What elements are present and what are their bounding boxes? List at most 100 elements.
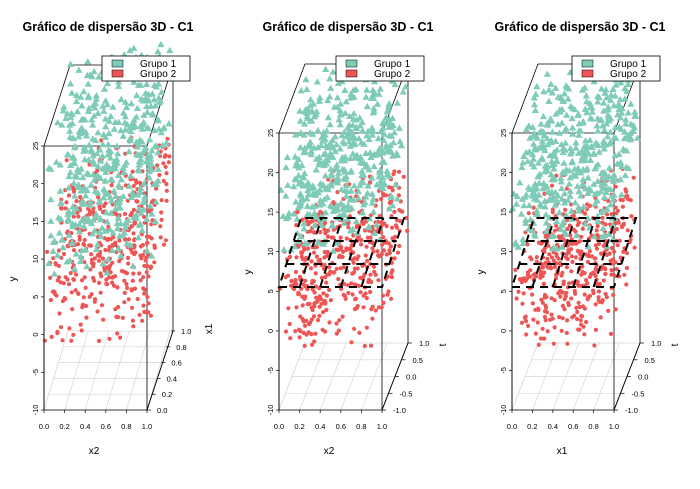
point-grupo-1 <box>104 140 112 148</box>
point-grupo-2 <box>367 180 373 185</box>
point-grupo-1 <box>591 165 599 172</box>
legend-swatch-grupo-1 <box>581 59 594 68</box>
point-grupo-2 <box>609 272 614 277</box>
point-grupo-2 <box>591 288 596 293</box>
point-grupo-1 <box>599 137 608 145</box>
point-grupo-2 <box>617 238 622 243</box>
point-grupo-1 <box>319 240 328 247</box>
point-grupo-1 <box>597 116 605 123</box>
point-grupo-2 <box>79 328 84 333</box>
point-grupo-1 <box>364 182 372 189</box>
point-grupo-2 <box>283 275 288 280</box>
point-grupo-2 <box>115 285 120 290</box>
point-grupo-1 <box>150 81 159 88</box>
point-grupo-1 <box>338 131 346 139</box>
point-grupo-2 <box>564 251 569 257</box>
panel-2-y-tick: -10 <box>266 405 275 416</box>
point-grupo-1 <box>68 220 77 227</box>
point-grupo-1 <box>535 179 543 186</box>
point-grupo-1 <box>397 141 406 149</box>
point-grupo-1 <box>82 128 90 135</box>
point-grupo-1 <box>624 109 632 116</box>
point-grupo-1 <box>622 116 630 123</box>
point-grupo-1 <box>133 91 141 99</box>
point-grupo-1 <box>577 169 585 176</box>
point-grupo-1 <box>537 127 545 134</box>
point-grupo-1 <box>580 203 588 210</box>
point-grupo-2 <box>569 296 574 301</box>
point-grupo-1 <box>88 116 96 123</box>
point-grupo-2 <box>554 223 559 228</box>
point-grupo-2 <box>576 283 581 288</box>
point-grupo-2 <box>552 228 557 233</box>
point-grupo-2 <box>353 282 358 287</box>
point-grupo-2 <box>100 256 106 261</box>
point-grupo-2 <box>560 290 566 295</box>
point-grupo-1 <box>603 94 611 101</box>
point-grupo-2 <box>546 265 551 270</box>
point-grupo-2 <box>624 265 630 271</box>
point-grupo-1 <box>322 209 330 216</box>
point-grupo-1 <box>519 239 527 246</box>
point-grupo-2 <box>132 220 138 225</box>
point-grupo-2 <box>164 198 169 203</box>
point-grupo-1 <box>606 96 615 103</box>
point-grupo-1 <box>329 153 337 160</box>
point-grupo-2 <box>356 254 361 259</box>
point-grupo-1 <box>365 135 373 142</box>
point-grupo-1 <box>58 236 67 243</box>
point-grupo-2 <box>149 236 154 241</box>
point-grupo-1 <box>565 180 573 187</box>
point-grupo-2 <box>613 221 618 226</box>
point-grupo-2 <box>161 161 166 166</box>
point-grupo-2 <box>125 285 130 291</box>
point-grupo-1 <box>306 101 315 109</box>
point-grupo-1 <box>558 195 566 202</box>
point-grupo-1 <box>99 102 107 109</box>
point-grupo-1 <box>75 133 83 140</box>
point-grupo-1 <box>314 143 322 151</box>
point-grupo-2 <box>381 235 386 240</box>
legend-label-grupo-1: Grupo 1 <box>140 59 177 70</box>
point-grupo-1 <box>47 165 55 172</box>
panel-3-z-tick: -1.0 <box>625 406 638 415</box>
point-grupo-2 <box>48 275 53 280</box>
point-grupo-2 <box>137 271 142 276</box>
point-grupo-1 <box>95 73 103 80</box>
point-grupo-1 <box>148 210 156 217</box>
point-grupo-1 <box>552 110 560 117</box>
legend-label-grupo-2: Grupo 2 <box>374 69 411 80</box>
point-grupo-2 <box>66 282 72 287</box>
point-grupo-2 <box>62 296 67 301</box>
point-grupo-1 <box>306 211 314 218</box>
point-grupo-2 <box>132 238 137 243</box>
point-grupo-1 <box>525 225 533 232</box>
point-grupo-2 <box>293 269 298 275</box>
point-grupo-2 <box>309 332 314 337</box>
point-grupo-1 <box>561 199 569 206</box>
point-grupo-1 <box>558 243 566 250</box>
point-grupo-2 <box>582 211 588 216</box>
point-grupo-1 <box>113 199 121 207</box>
point-grupo-2 <box>358 242 364 247</box>
point-grupo-1 <box>83 262 91 270</box>
point-grupo-2 <box>141 214 147 219</box>
point-grupo-1 <box>113 159 121 166</box>
point-grupo-1 <box>134 151 143 158</box>
point-grupo-2 <box>122 278 127 283</box>
legend-swatch-grupo-1 <box>111 59 124 68</box>
point-grupo-1 <box>582 185 590 192</box>
point-grupo-1 <box>77 93 85 100</box>
point-grupo-2 <box>322 255 327 260</box>
point-grupo-1 <box>577 127 585 134</box>
point-grupo-1 <box>312 213 320 220</box>
point-grupo-1 <box>290 242 299 250</box>
point-grupo-2 <box>567 223 572 228</box>
point-grupo-2 <box>545 329 550 334</box>
point-grupo-1 <box>569 130 577 137</box>
point-grupo-1 <box>546 152 554 159</box>
point-grupo-2 <box>159 210 164 215</box>
point-grupo-2 <box>580 226 585 231</box>
point-grupo-2 <box>551 341 557 346</box>
point-grupo-1 <box>536 200 544 207</box>
